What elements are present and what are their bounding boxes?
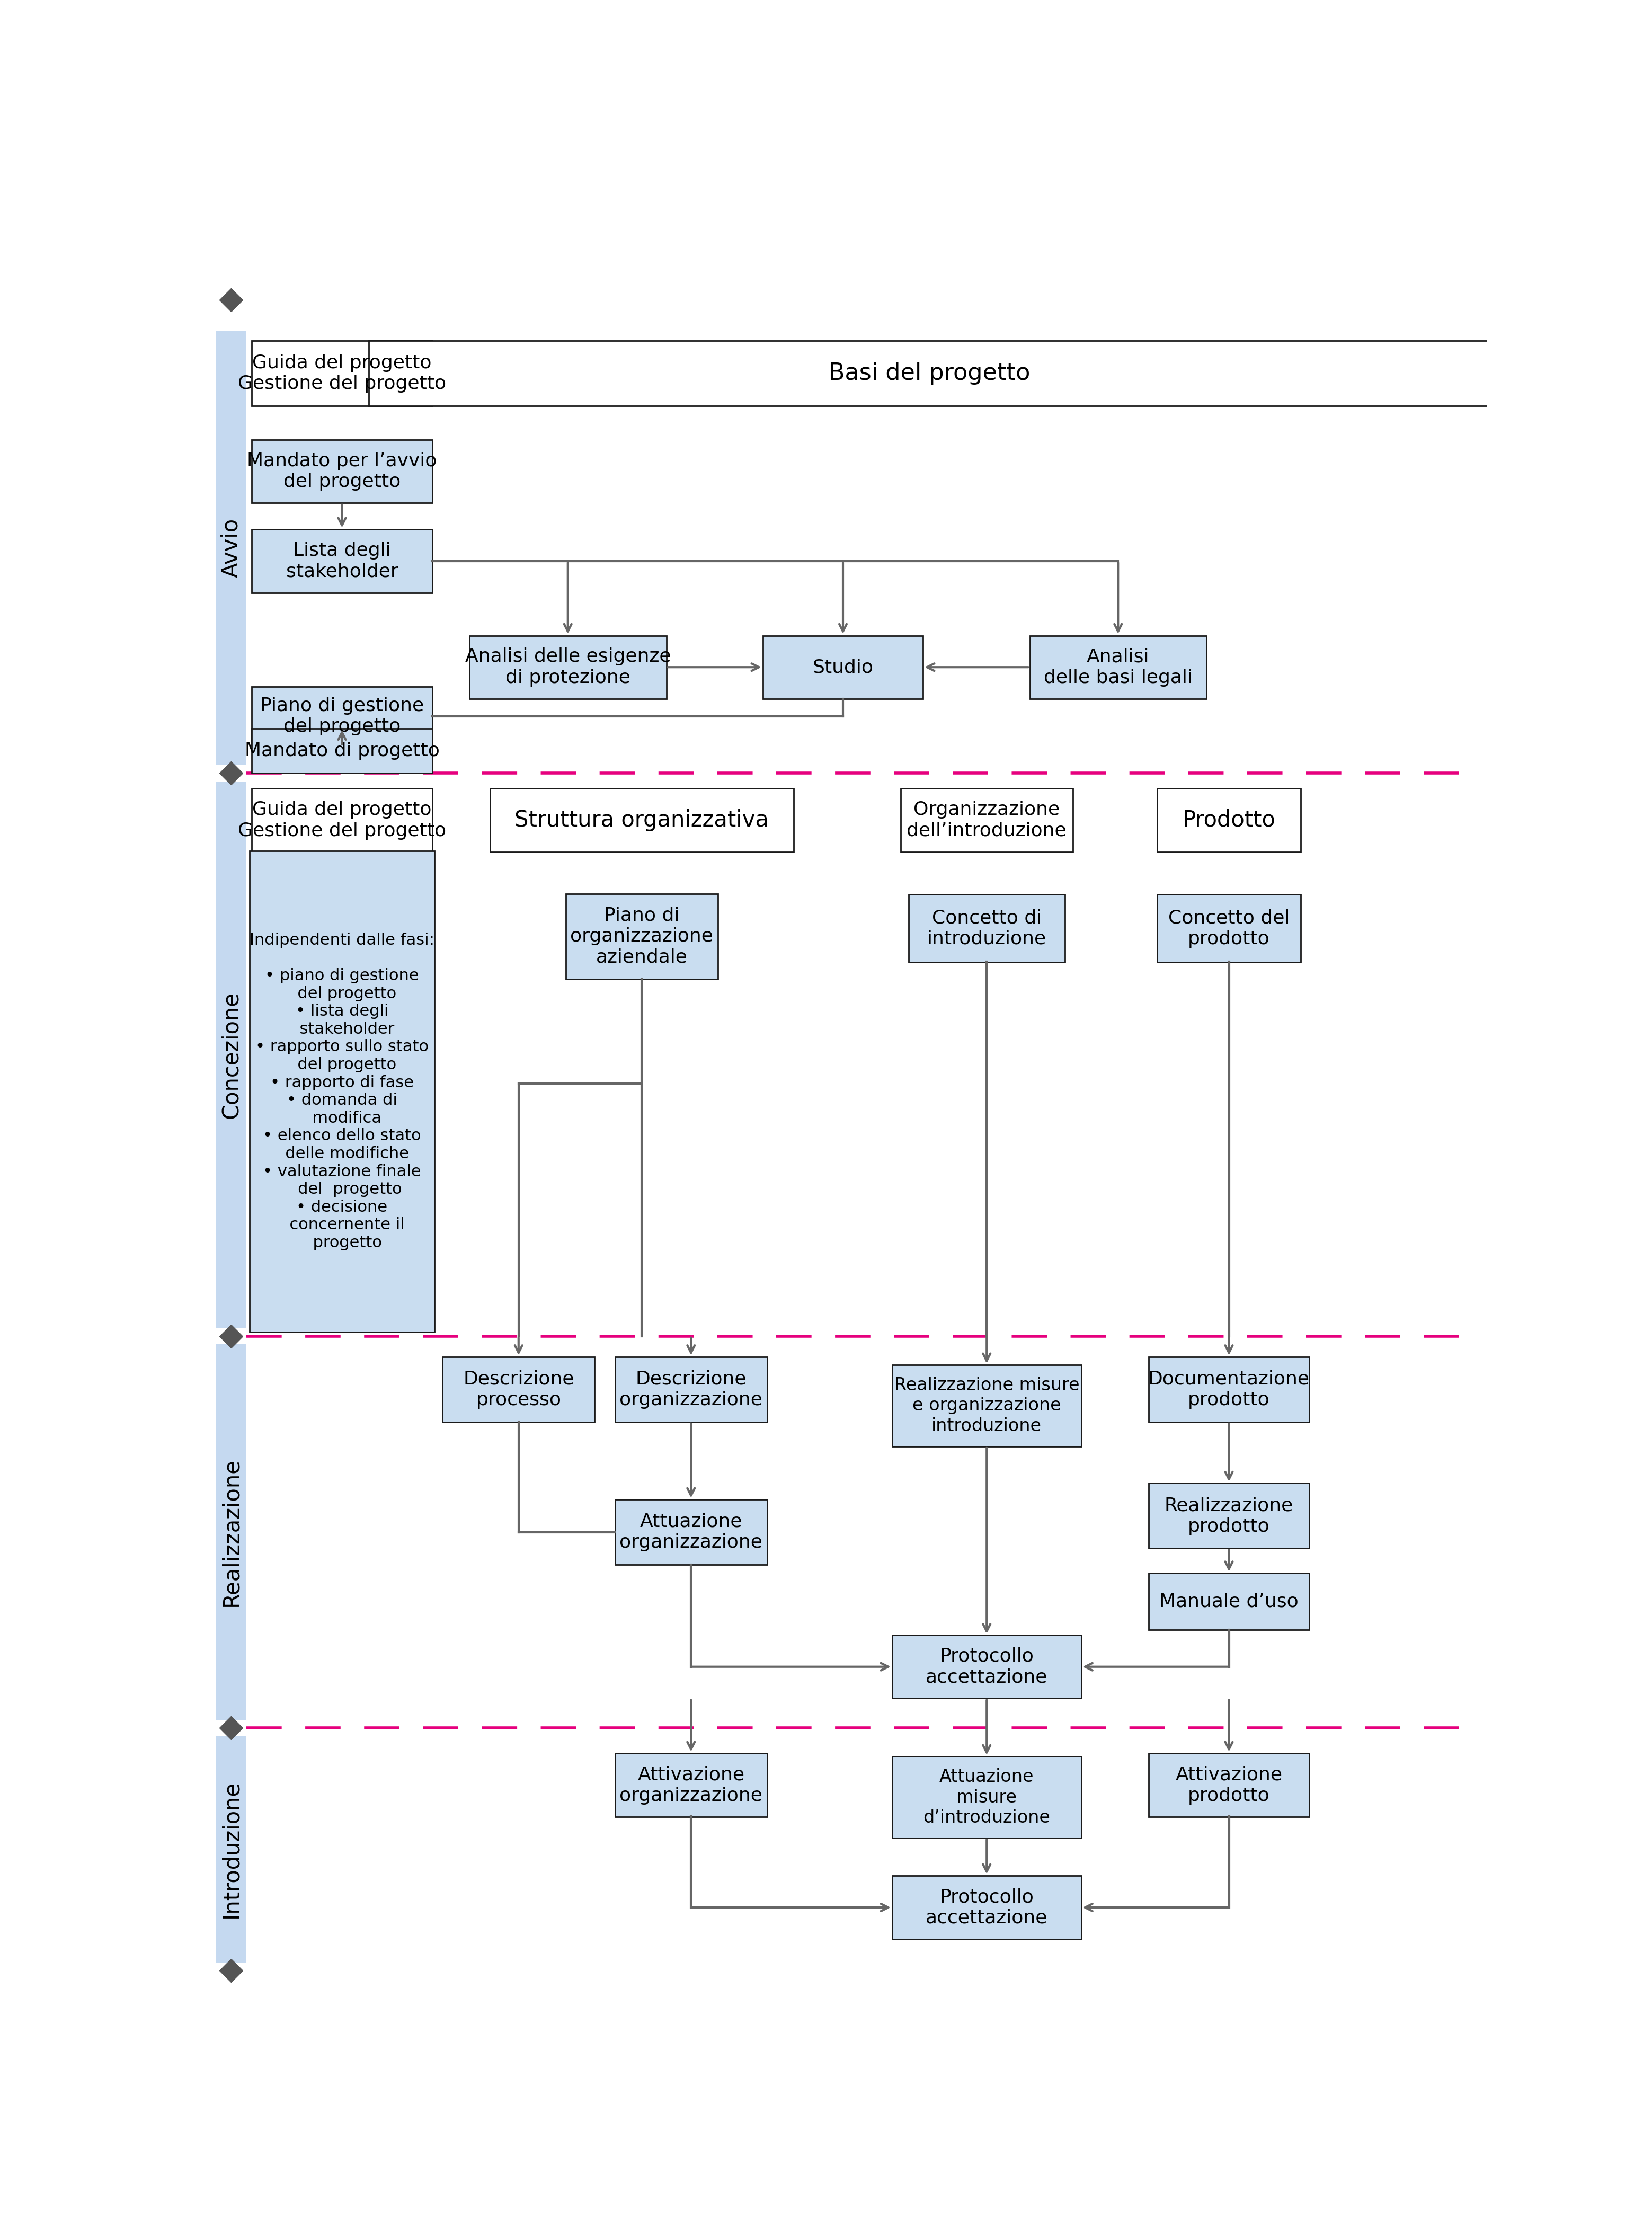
- Bar: [1156, 789, 1300, 851]
- Bar: [615, 1357, 767, 1421]
- Bar: [443, 1357, 595, 1421]
- Text: Mandato per l’avvio
del progetto: Mandato per l’avvio del progetto: [248, 452, 438, 490]
- Bar: [892, 1635, 1080, 1698]
- Text: Piano di
organizzazione
aziendale: Piano di organizzazione aziendale: [570, 907, 714, 967]
- Text: Realizzazione: Realizzazione: [220, 1457, 243, 1606]
- Text: Protocollo
accettazione: Protocollo accettazione: [925, 1646, 1047, 1687]
- Bar: [1156, 896, 1300, 962]
- Bar: [491, 789, 793, 851]
- Text: Indipendenti dalle fasi:

• piano di gestione
  del progetto
• lista degli
  sta: Indipendenti dalle fasi: • piano di gest…: [249, 934, 434, 1250]
- Text: Concetto del
prodotto: Concetto del prodotto: [1168, 909, 1290, 947]
- Text: Mandato di progetto: Mandato di progetto: [244, 742, 439, 760]
- Text: Attivazione
organizzazione: Attivazione organizzazione: [620, 1765, 763, 1805]
- Bar: [565, 893, 717, 980]
- Bar: [216, 782, 246, 1328]
- Text: Realizzazione misure
e organizzazione
introduzione: Realizzazione misure e organizzazione in…: [894, 1377, 1079, 1435]
- Bar: [1148, 1357, 1308, 1421]
- Text: Organizzazione
dell’introduzione: Organizzazione dell’introduzione: [907, 800, 1067, 840]
- Bar: [216, 1736, 246, 1963]
- Text: Lista degli
stakeholder: Lista degli stakeholder: [286, 541, 398, 582]
- Bar: [615, 1499, 767, 1564]
- Text: Concetto di
introduzione: Concetto di introduzione: [927, 909, 1046, 947]
- Text: Avvio: Avvio: [220, 519, 243, 577]
- Text: Analisi
delle basi legali: Analisi delle basi legali: [1044, 648, 1193, 686]
- Bar: [909, 896, 1064, 962]
- Bar: [251, 686, 433, 746]
- Bar: [763, 635, 923, 700]
- Bar: [216, 330, 246, 764]
- Text: Attivazione
prodotto: Attivazione prodotto: [1176, 1765, 1282, 1805]
- Bar: [216, 1343, 246, 1720]
- Bar: [251, 789, 433, 851]
- Bar: [251, 530, 433, 593]
- Bar: [1148, 1484, 1308, 1548]
- Bar: [892, 1876, 1080, 1938]
- Bar: [900, 789, 1072, 851]
- Text: Introduzione: Introduzione: [220, 1780, 243, 1918]
- Text: Prodotto: Prodotto: [1183, 809, 1275, 831]
- Text: Guida del progetto
Gestione del progetto: Guida del progetto Gestione del progetto: [238, 800, 446, 840]
- Text: Struttura organizzativa: Struttura organizzativa: [515, 809, 768, 831]
- Text: Attuazione
organizzazione: Attuazione organizzazione: [620, 1513, 763, 1551]
- Text: Concezione: Concezione: [220, 991, 243, 1118]
- Text: Documentazione
prodotto: Documentazione prodotto: [1148, 1370, 1310, 1408]
- Bar: [892, 1756, 1080, 1838]
- Bar: [368, 341, 1490, 405]
- Text: Realizzazione
prodotto: Realizzazione prodotto: [1165, 1497, 1294, 1535]
- Bar: [1148, 1753, 1308, 1816]
- Bar: [615, 1753, 767, 1816]
- Text: Manuale d’uso: Manuale d’uso: [1160, 1593, 1298, 1611]
- Text: Descrizione
organizzazione: Descrizione organizzazione: [620, 1370, 763, 1408]
- Bar: [251, 341, 433, 405]
- Text: Piano di gestione
del progetto: Piano di gestione del progetto: [259, 697, 425, 735]
- Bar: [892, 1366, 1080, 1446]
- Text: Analisi delle esigenze
di protezione: Analisi delle esigenze di protezione: [464, 648, 671, 686]
- Text: Basi del progetto: Basi del progetto: [828, 361, 1029, 385]
- Text: Guida del progetto
Gestione del progetto: Guida del progetto Gestione del progetto: [238, 354, 446, 392]
- Bar: [1029, 635, 1206, 700]
- Bar: [249, 851, 434, 1332]
- Bar: [469, 635, 666, 700]
- Text: Descrizione
processo: Descrizione processo: [463, 1370, 573, 1408]
- Text: Studio: Studio: [813, 657, 874, 675]
- Bar: [1148, 1573, 1308, 1631]
- Text: Attuazione
misure
d’introduzione: Attuazione misure d’introduzione: [923, 1769, 1051, 1827]
- Text: Protocollo
accettazione: Protocollo accettazione: [925, 1887, 1047, 1927]
- Bar: [251, 439, 433, 504]
- Bar: [251, 729, 433, 773]
